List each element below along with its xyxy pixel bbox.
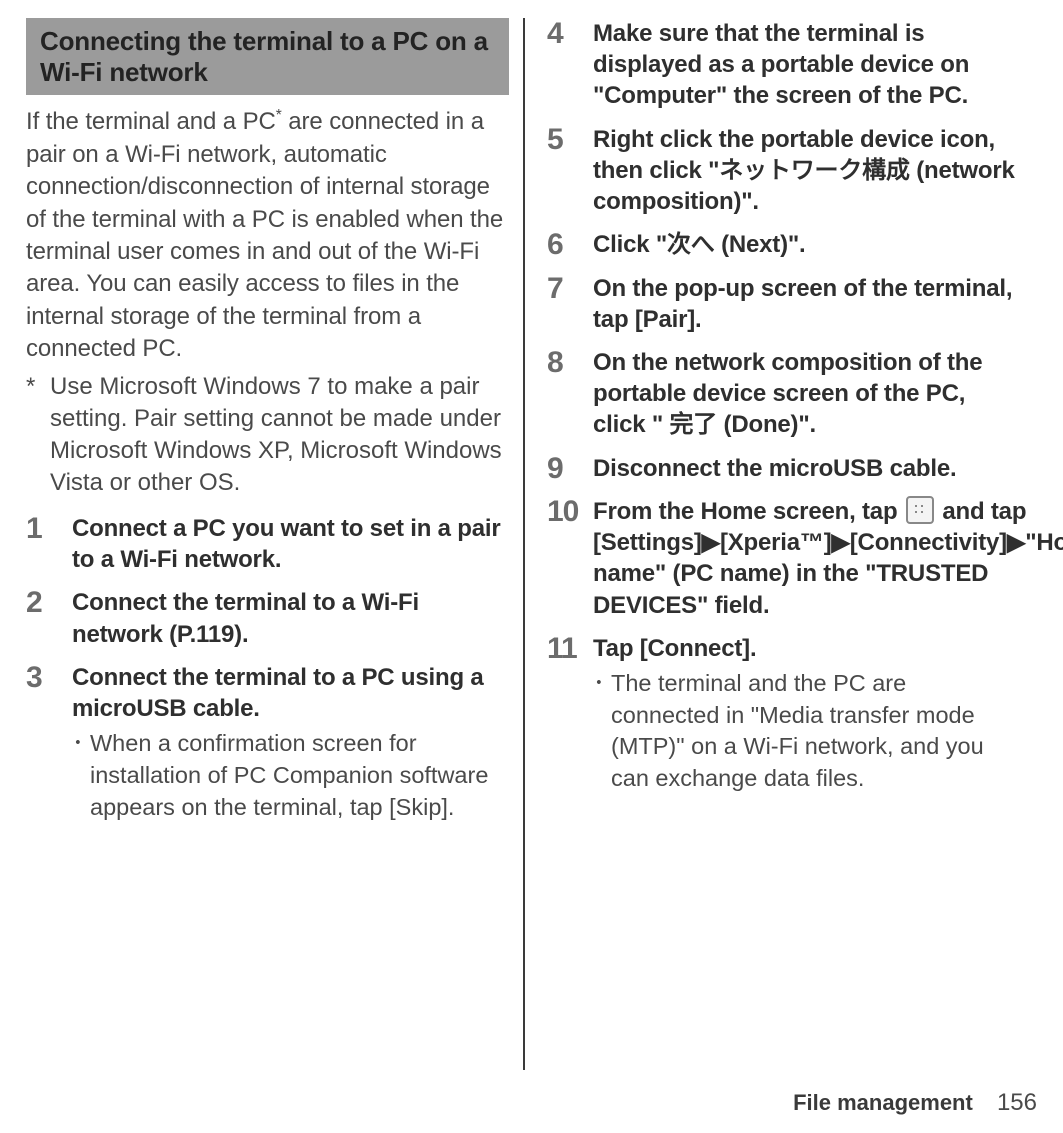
- step-sub-text: When a confirmation screen for installat…: [90, 728, 509, 823]
- footer-section: File management: [793, 1090, 973, 1115]
- step-number: 8: [547, 347, 593, 441]
- step-body: On the pop-up screen of the terminal, ta…: [593, 273, 1020, 335]
- step-number: 10: [547, 496, 593, 621]
- step: 1Connect a PC you want to set in a pair …: [26, 513, 509, 575]
- page-content: Connecting the terminal to a PC on a Wi-…: [0, 0, 1063, 1070]
- step: 7On the pop-up screen of the terminal, t…: [547, 273, 1020, 335]
- intro-paragraph: If the terminal and a PC* are connected …: [26, 105, 509, 365]
- step-body: Make sure that the terminal is displayed…: [593, 18, 1020, 112]
- step-body: Right click the portable device icon, th…: [593, 124, 1020, 218]
- step-body: Connect the terminal to a PC using a mic…: [72, 662, 509, 824]
- footnote-text: Use Microsoft Windows 7 to make a pair s…: [50, 371, 509, 499]
- steps-left: 1Connect a PC you want to set in a pair …: [26, 513, 509, 823]
- step-body: From the Home screen, tap and tap [Setti…: [593, 496, 1063, 621]
- step-body: Connect a PC you want to set in a pair t…: [72, 513, 509, 575]
- step: 3Connect the terminal to a PC using a mi…: [26, 662, 509, 824]
- step-number: 9: [547, 453, 593, 485]
- step: 11Tap [Connect]. ･The terminal and the PC…: [547, 633, 1020, 795]
- step-title: Tap [Connect].: [593, 633, 1020, 664]
- step-number: 3: [26, 662, 72, 824]
- step-sub: ･The terminal and the PC are connected i…: [593, 668, 1020, 795]
- footnote-mark: *: [26, 371, 50, 499]
- step-title: On the pop-up screen of the terminal, ta…: [593, 273, 1020, 335]
- step-number: 2: [26, 587, 72, 649]
- step-sub: ･When a confirmation screen for installa…: [72, 728, 509, 823]
- apps-grid-icon: [906, 496, 934, 524]
- step-title: Right click the portable device icon, th…: [593, 124, 1020, 218]
- step-number: 1: [26, 513, 72, 575]
- step-number: 11: [547, 633, 593, 795]
- step: 4Make sure that the terminal is displaye…: [547, 18, 1020, 112]
- step: 9Disconnect the microUSB cable.: [547, 453, 1020, 485]
- step-title: Click "次へ (Next)".: [593, 229, 1020, 260]
- step-number: 4: [547, 18, 593, 112]
- step-title: On the network composition of the portab…: [593, 347, 1020, 441]
- step-body: Connect the terminal to a Wi-Fi network …: [72, 587, 509, 649]
- step: 10From the Home screen, tap and tap [Set…: [547, 496, 1020, 621]
- page-footer: File management 156: [793, 1089, 1037, 1117]
- step: 8On the network composition of the porta…: [547, 347, 1020, 441]
- step-title: Connect the terminal to a PC using a mic…: [72, 662, 509, 724]
- bullet-icon: ･: [593, 668, 611, 795]
- step-title: Disconnect the microUSB cable.: [593, 453, 1020, 484]
- step: 6Click "次へ (Next)".: [547, 229, 1020, 261]
- step-title: Connect a PC you want to set in a pair t…: [72, 513, 509, 575]
- steps-right: 4Make sure that the terminal is displaye…: [547, 18, 1020, 795]
- left-column: Connecting the terminal to a PC on a Wi-…: [18, 18, 523, 1070]
- step-body: Tap [Connect]. ･The terminal and the PC a…: [593, 633, 1020, 795]
- step-number: 7: [547, 273, 593, 335]
- step-title: From the Home screen, tap and tap [Setti…: [593, 496, 1063, 621]
- right-column: 4Make sure that the terminal is displaye…: [523, 18, 1028, 1070]
- step-body: On the network composition of the portab…: [593, 347, 1020, 441]
- step-body: Disconnect the microUSB cable.: [593, 453, 1020, 485]
- bullet-icon: ･: [72, 728, 90, 823]
- footnote: * Use Microsoft Windows 7 to make a pair…: [26, 371, 509, 499]
- step-title: Make sure that the terminal is displayed…: [593, 18, 1020, 112]
- step-title: Connect the terminal to a Wi-Fi network …: [72, 587, 509, 649]
- step: 2Connect the terminal to a Wi-Fi network…: [26, 587, 509, 649]
- footer-page-number: 156: [997, 1089, 1037, 1116]
- step-number: 5: [547, 124, 593, 218]
- step-sub-text: The terminal and the PC are connected in…: [611, 668, 1020, 795]
- step: 5Right click the portable device icon, t…: [547, 124, 1020, 218]
- step-body: Click "次へ (Next)".: [593, 229, 1020, 261]
- section-header: Connecting the terminal to a PC on a Wi-…: [26, 18, 509, 95]
- step-number: 6: [547, 229, 593, 261]
